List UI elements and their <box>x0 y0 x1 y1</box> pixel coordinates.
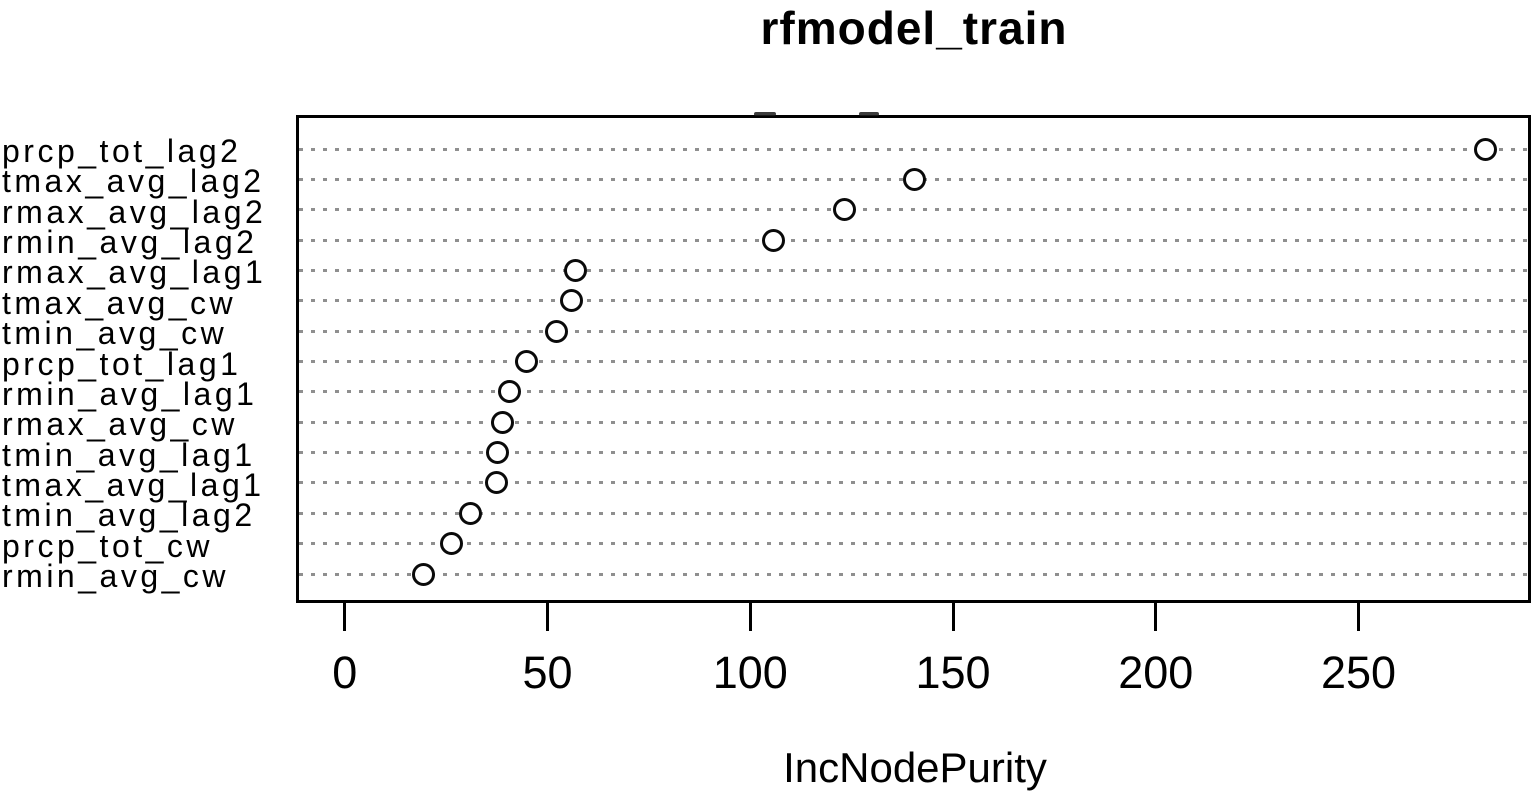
x-axis-tick-label: 250 <box>1320 647 1397 698</box>
y-axis-label: tmax_avg_cw <box>2 284 237 321</box>
clipped-glyph-artifact <box>859 112 879 116</box>
y-axis-label: rmin_avg_lag2 <box>2 224 258 261</box>
gridline <box>299 238 1528 242</box>
y-axis-label: tmax_avg_lag1 <box>2 466 265 503</box>
data-point <box>498 380 522 404</box>
y-axis-label: tmin_avg_lag2 <box>2 497 256 534</box>
data-point <box>762 228 786 252</box>
y-axis-label: rmin_avg_lag1 <box>2 375 258 412</box>
x-axis-tick-label: 200 <box>1118 647 1194 698</box>
data-point <box>1474 137 1498 161</box>
gridline <box>299 147 1528 151</box>
gridline <box>299 451 1528 455</box>
data-point <box>560 289 584 313</box>
data-point <box>484 471 508 495</box>
data-point <box>564 258 588 282</box>
y-axis-label: rmin_avg_cw <box>2 558 230 595</box>
data-point <box>440 532 464 556</box>
data-point <box>458 501 482 525</box>
y-axis-label: rmax_avg_lag2 <box>2 193 267 230</box>
plot-area <box>296 115 1531 603</box>
x-axis-tick-label: 150 <box>915 647 991 698</box>
x-axis-tick-mark <box>1154 603 1158 631</box>
gridline <box>299 329 1528 333</box>
y-axis-label: tmin_avg_lag1 <box>2 436 256 473</box>
x-axis-tick-label: 0 <box>332 647 358 698</box>
clipped-glyph-artifact <box>754 112 776 116</box>
gridline <box>299 481 1528 485</box>
gridline <box>299 299 1528 303</box>
x-axis-tick-mark <box>748 603 752 631</box>
y-axis-label: prcp_tot_lag2 <box>2 133 242 169</box>
x-axis-title: IncNodePurity <box>783 744 1047 791</box>
x-axis-tick-mark <box>546 603 550 631</box>
data-point <box>514 350 538 374</box>
gridline <box>299 420 1528 424</box>
data-point <box>491 410 515 434</box>
gridline <box>299 511 1528 515</box>
gridline <box>299 360 1528 364</box>
gridline <box>299 542 1528 546</box>
data-point <box>412 562 436 586</box>
y-axis-label: tmin_avg_cw <box>2 315 228 352</box>
gridline <box>299 390 1528 394</box>
data-point <box>833 198 857 222</box>
data-point <box>485 441 509 465</box>
chart-title: rfmodel_train <box>760 2 1068 54</box>
gridline <box>299 268 1528 272</box>
y-axis-label: rmax_avg_lag1 <box>2 254 267 291</box>
data-point <box>544 319 568 343</box>
x-axis-tick-mark <box>1357 603 1360 631</box>
gridline <box>299 572 1528 576</box>
y-axis-label: rmax_avg_cw <box>2 406 238 443</box>
y-axis-label: prcp_tot_cw <box>2 527 214 564</box>
data-point <box>903 167 926 191</box>
x-axis-tick-mark <box>951 603 955 631</box>
gridline <box>299 208 1528 212</box>
x-axis-tick-label: 50 <box>522 647 573 698</box>
x-axis-tick-mark <box>343 603 347 631</box>
y-axis-label: prcp_tot_lag1 <box>2 345 242 382</box>
y-axis-label: tmax_avg_lag2 <box>2 163 265 200</box>
x-axis-tick-label: 100 <box>712 647 788 698</box>
